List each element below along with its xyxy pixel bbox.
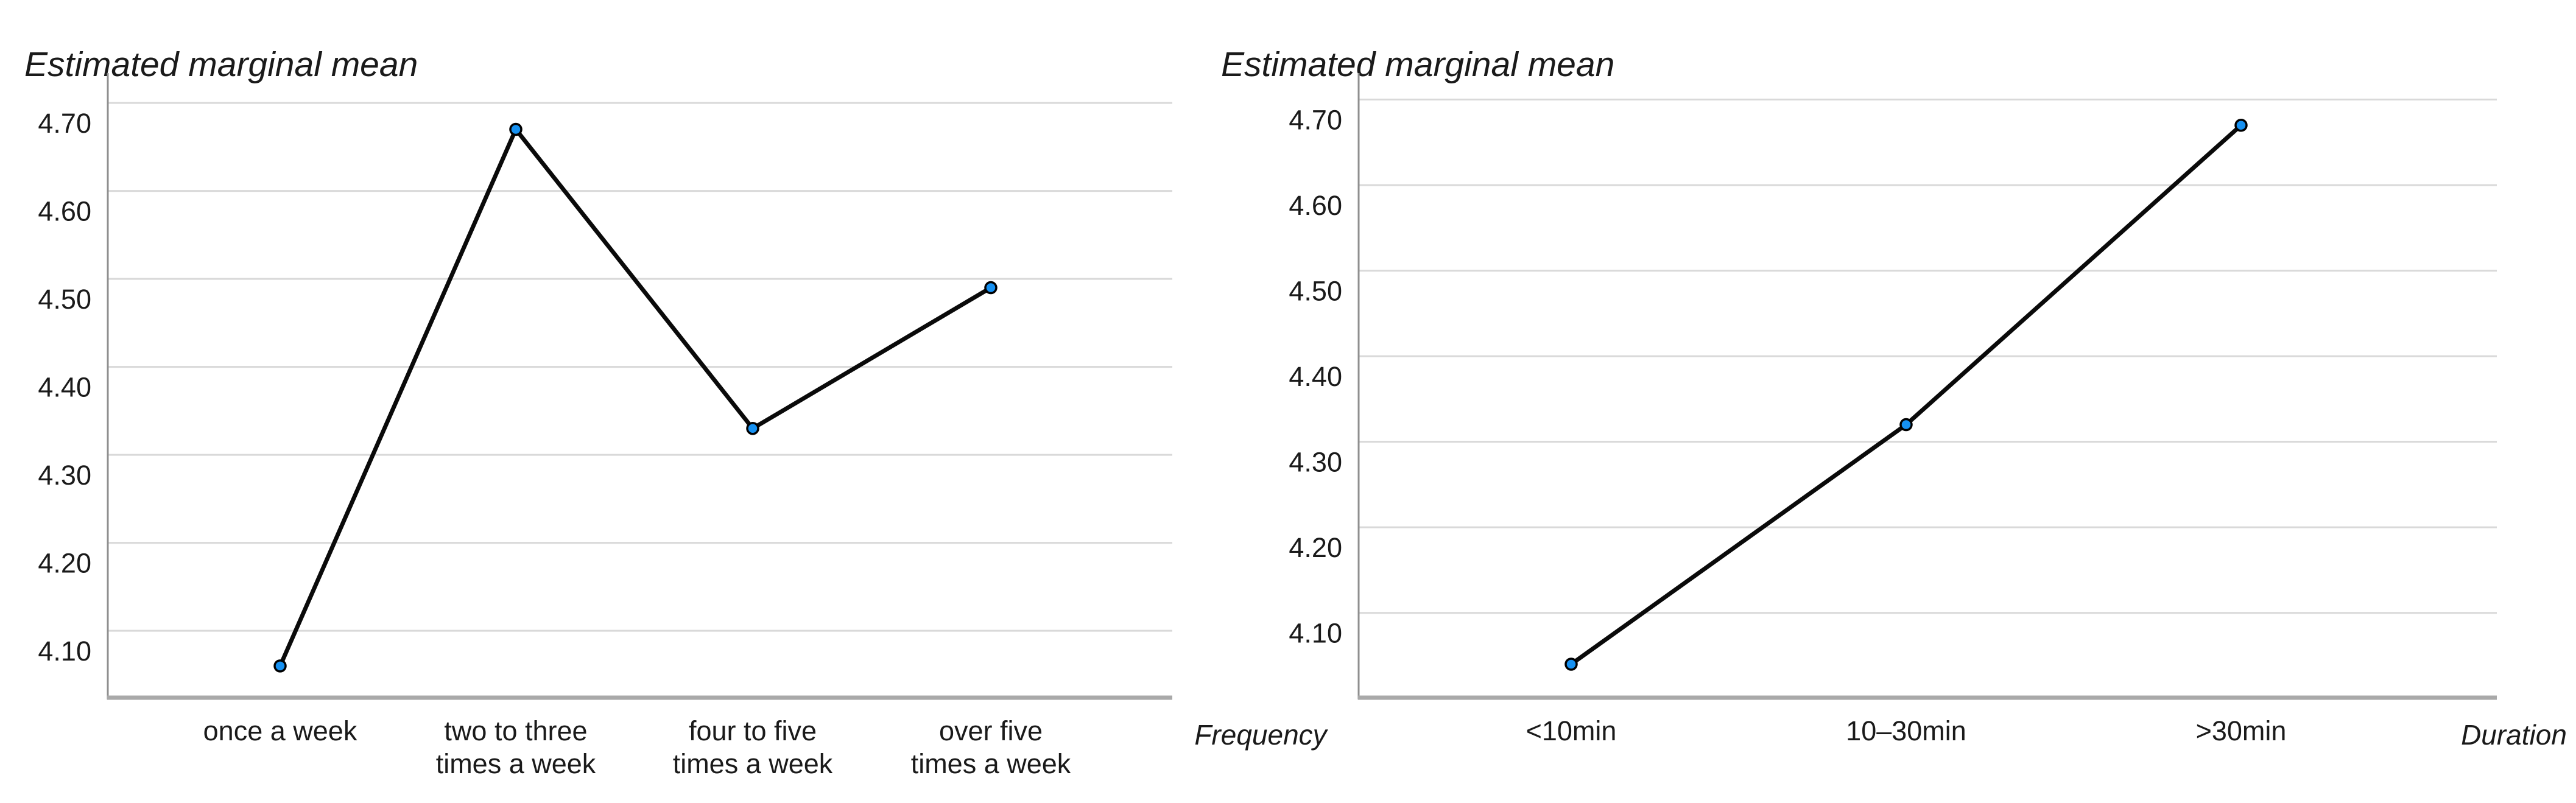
y-tick-label: 4.20: [1289, 532, 1342, 563]
data-point-marker: [509, 122, 523, 136]
data-point-marker: [1899, 418, 1913, 432]
x-category-label: times a week: [436, 748, 596, 779]
data-point-marker: [746, 421, 759, 435]
y-tick-label: 4.60: [1289, 190, 1342, 221]
x-category-label: over five: [939, 715, 1043, 746]
data-point-marker: [273, 659, 287, 673]
x-category-label: two to three: [444, 715, 587, 746]
x-category-label: times a week: [673, 748, 833, 779]
x-category-label: once a week: [203, 715, 357, 746]
series-line: [278, 127, 993, 668]
y-tick-label: 4.40: [1289, 361, 1342, 392]
x-axis-title-frequency: Frequency: [1194, 719, 1327, 751]
x-category-label: four to five: [689, 715, 817, 746]
x-category-label: 10–30min: [1846, 715, 1966, 746]
data-point-marker: [984, 281, 998, 295]
y-tick-label: 4.60: [38, 196, 91, 227]
x-axis-title-duration: Duration: [2461, 719, 2567, 751]
right-chart-title: Estimated marginal mean: [1221, 45, 1615, 84]
y-tick-label: 4.50: [1289, 276, 1342, 307]
y-tick-label: 4.10: [1289, 618, 1342, 649]
left-chart-title: Estimated marginal mean: [24, 45, 418, 84]
y-tick-label: 4.70: [38, 108, 91, 139]
y-tick-label: 4.30: [38, 460, 91, 491]
series-line: [1569, 123, 2243, 667]
y-tick-label: 4.30: [1289, 447, 1342, 478]
y-tick-label: 4.70: [1289, 105, 1342, 136]
y-tick-label: 4.10: [38, 636, 91, 667]
y-tick-label: 4.40: [38, 372, 91, 403]
data-point-marker: [2234, 118, 2248, 132]
y-tick-label: 4.50: [38, 284, 91, 315]
x-category-label: >30min: [2196, 715, 2287, 746]
y-tick-label: 4.20: [38, 548, 91, 579]
data-point-marker: [1564, 657, 1578, 671]
x-category-label: <10min: [1526, 715, 1617, 746]
x-category-label: times a week: [911, 748, 1071, 779]
